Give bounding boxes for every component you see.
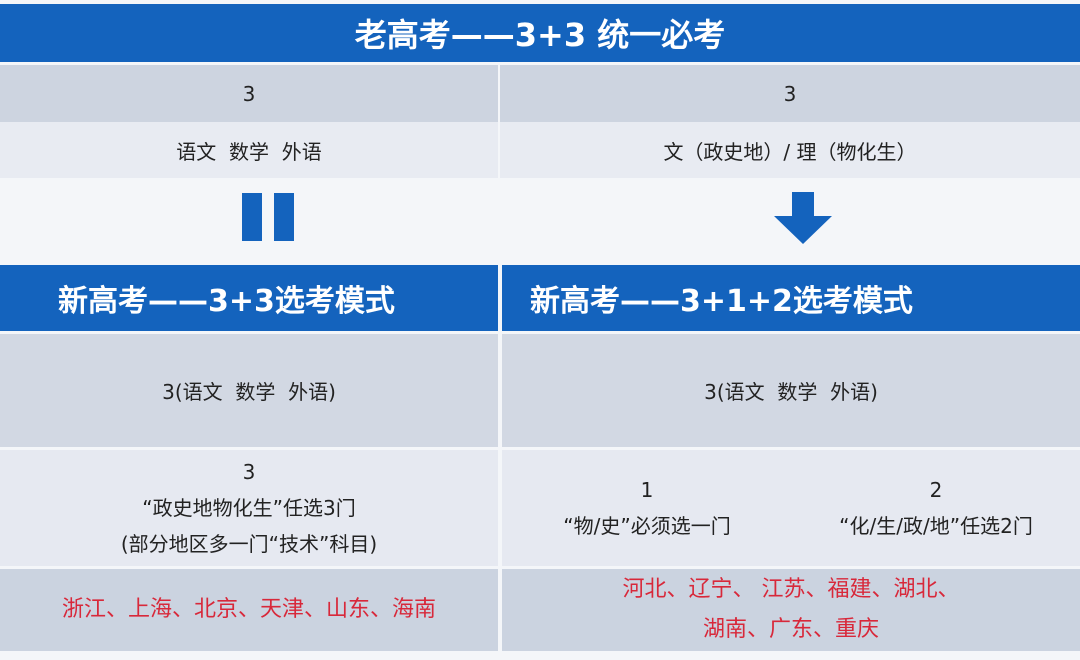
new-33-required: 3(语文 数学 外语) bbox=[0, 334, 498, 447]
new-312-title: 新高考——3+1+2选考模式 bbox=[502, 265, 1080, 331]
old-left-count: 3 bbox=[0, 65, 498, 122]
old-right-count: 3 bbox=[500, 65, 1080, 122]
first-count: 1 bbox=[640, 478, 654, 502]
regions-line-2: 湖南、广东、重庆 bbox=[702, 617, 879, 642]
elective-text: “政史地物化生”任选3门 bbox=[142, 496, 356, 520]
arrow-down-icon bbox=[774, 192, 832, 244]
old-right-subjects: 文（政史地）/ 理（物化生） bbox=[500, 122, 1080, 178]
first-text: “物/史”必须选一门 bbox=[563, 514, 731, 538]
new-33-title: 新高考——3+3选考模式 bbox=[0, 265, 498, 331]
new-312-elective: 1 “物/史”必须选一门 2 “化/生/政/地”任选2门 bbox=[502, 450, 1080, 566]
old-left-subjects: 语文 数学 外语 bbox=[0, 122, 498, 178]
elective-note: (部分地区多一门“技术”科目) bbox=[120, 532, 378, 556]
second-text: “化/生/政/地”任选2门 bbox=[839, 514, 1033, 538]
new-33-regions: 浙江、上海、北京、天津、山东、海南 bbox=[0, 569, 498, 651]
regions-line-1: 河北、辽宁、 江苏、福建、湖北、 bbox=[622, 577, 960, 602]
old-gaokao-title: 老高考——3+3 统一必考 bbox=[0, 4, 1080, 62]
new-33-elective: 3 “政史地物化生”任选3门 (部分地区多一门“技术”科目) bbox=[0, 450, 498, 566]
elective-count: 3 bbox=[242, 460, 256, 484]
new-312-regions: 河北、辽宁、 江苏、福建、湖北、 湖南、广东、重庆 bbox=[502, 569, 1080, 651]
equals-bars-icon bbox=[242, 193, 294, 241]
second-count: 2 bbox=[929, 478, 943, 502]
new-312-required: 3(语文 数学 外语) bbox=[502, 334, 1080, 447]
